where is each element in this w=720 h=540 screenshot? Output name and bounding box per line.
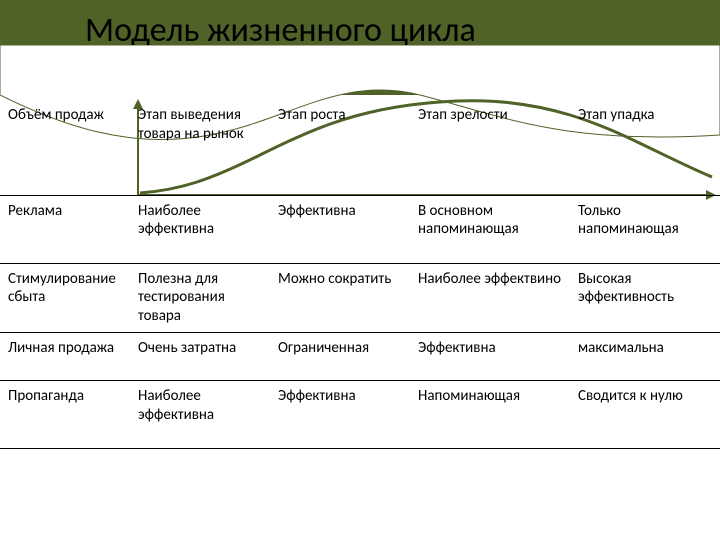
cell: Только напоминающая <box>570 195 720 263</box>
cell: В основном напоминающая <box>410 195 570 263</box>
cell: Напоминающая <box>410 380 570 448</box>
row-label: Реклама <box>0 195 130 263</box>
cell: Эффективна <box>270 195 410 263</box>
cell: Эффективна <box>410 332 570 380</box>
cell: Наиболее эффективна <box>130 380 270 448</box>
title-bar: Модель жизненного цикла <box>0 0 720 95</box>
row-label: Пропаганда <box>0 380 130 448</box>
row-label: Личная продажа <box>0 332 130 380</box>
cell: Можно сократить <box>270 263 410 332</box>
col-header-volume: Объём продаж <box>0 100 130 195</box>
col-header-maturity: Этап зрелости <box>410 100 570 195</box>
cell: Высокая эффективность <box>570 263 720 332</box>
row-label: Стимулирование сбыта <box>0 263 130 332</box>
page-title: Модель жизненного цикла <box>85 10 476 51</box>
col-header-growth: Этап роста <box>270 100 410 195</box>
table-row: Реклама Наиболее эффективна Эффективна В… <box>0 195 720 263</box>
col-header-intro: Этап выведения товара на рынок <box>130 100 270 195</box>
cell: Полезна для тестирования товара <box>130 263 270 332</box>
table-row: Пропаганда Наиболее эффективна Эффективн… <box>0 380 720 448</box>
cell: Ограниченная <box>270 332 410 380</box>
cell: максимальна <box>570 332 720 380</box>
cell: Наиболее эффектвино <box>410 263 570 332</box>
cell: Эффективна <box>270 380 410 448</box>
lifecycle-table-wrap: Объём продаж Этап выведения товара на ры… <box>0 100 720 449</box>
cell: Сводится к нулю <box>570 380 720 448</box>
cell: Наиболее эффективна <box>130 195 270 263</box>
lifecycle-table: Объём продаж Этап выведения товара на ры… <box>0 100 720 449</box>
cell: Очень затратна <box>130 332 270 380</box>
col-header-decline: Этап упадка <box>570 100 720 195</box>
table-row: Стимулирование сбыта Полезна для тестиро… <box>0 263 720 332</box>
table-row: Личная продажа Очень затратна Ограниченн… <box>0 332 720 380</box>
table-header-row: Объём продаж Этап выведения товара на ры… <box>0 100 720 195</box>
